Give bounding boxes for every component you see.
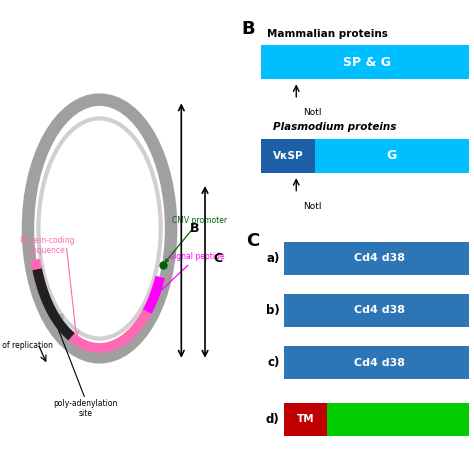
- Text: SP & G: SP & G: [343, 55, 392, 69]
- Text: d): d): [266, 413, 280, 426]
- FancyBboxPatch shape: [327, 403, 469, 436]
- Text: n of replication: n of replication: [0, 341, 53, 350]
- Text: Cd4 d38: Cd4 d38: [354, 357, 405, 368]
- Text: B: B: [190, 222, 199, 235]
- Text: C: C: [246, 232, 260, 250]
- FancyBboxPatch shape: [315, 138, 469, 173]
- Text: NotI: NotI: [303, 202, 322, 211]
- Text: Mammalian proteins: Mammalian proteins: [266, 29, 388, 39]
- Text: VκSP: VκSP: [273, 151, 303, 161]
- Text: c): c): [267, 356, 280, 369]
- FancyBboxPatch shape: [261, 45, 469, 80]
- Text: a): a): [266, 252, 280, 265]
- Text: C: C: [213, 252, 222, 265]
- FancyBboxPatch shape: [284, 294, 469, 327]
- FancyBboxPatch shape: [284, 242, 469, 275]
- Text: Plasmodium proteins: Plasmodium proteins: [273, 122, 396, 132]
- Text: B: B: [242, 20, 255, 38]
- Text: G: G: [386, 149, 396, 163]
- Text: Tags: Tags: [43, 288, 65, 321]
- FancyBboxPatch shape: [261, 138, 315, 173]
- Text: b): b): [266, 304, 280, 317]
- Text: Cd4 d38: Cd4 d38: [354, 305, 405, 316]
- Text: signal peptide: signal peptide: [157, 252, 225, 294]
- Text: NotI: NotI: [303, 108, 322, 117]
- Text: poly-adenylation
site: poly-adenylation site: [53, 399, 118, 418]
- FancyBboxPatch shape: [284, 346, 469, 379]
- Text: TM: TM: [297, 414, 315, 425]
- Text: CMV promoter: CMV promoter: [165, 216, 227, 262]
- Text: Protein-coding
sequence: Protein-coding sequence: [19, 236, 75, 255]
- FancyBboxPatch shape: [284, 403, 327, 436]
- Text: Cd4 d38: Cd4 d38: [354, 253, 405, 264]
